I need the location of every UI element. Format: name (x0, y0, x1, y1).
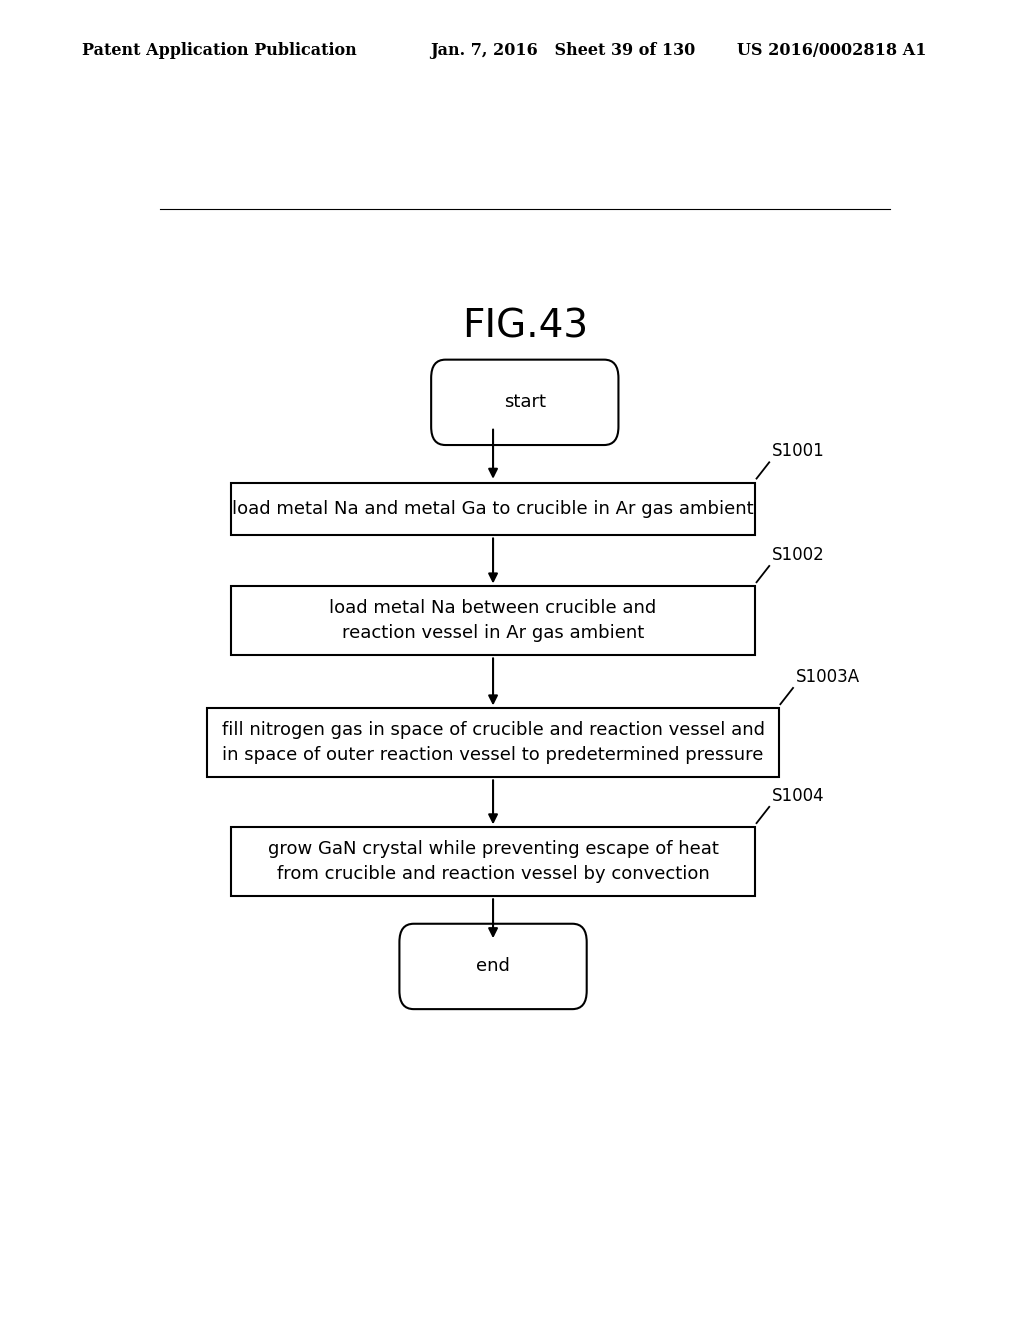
Text: Jan. 7, 2016   Sheet 39 of 130: Jan. 7, 2016 Sheet 39 of 130 (430, 42, 695, 58)
Bar (231, 483, 755, 536)
Text: S1003A: S1003A (796, 668, 859, 686)
Bar (231, 586, 755, 656)
Bar (231, 828, 755, 896)
Text: load metal Na and metal Ga to crucible in Ar gas ambient: load metal Na and metal Ga to crucible i… (232, 500, 754, 517)
Text: US 2016/0002818 A1: US 2016/0002818 A1 (737, 42, 927, 58)
Text: start: start (504, 393, 546, 412)
Text: grow GaN crystal while preventing escape of heat
from crucible and reaction vess: grow GaN crystal while preventing escape… (267, 841, 719, 883)
FancyBboxPatch shape (399, 924, 587, 1008)
Text: Patent Application Publication: Patent Application Publication (82, 42, 356, 58)
Text: S1004: S1004 (772, 787, 824, 805)
Text: FIG.43: FIG.43 (462, 308, 588, 345)
Text: S1002: S1002 (772, 546, 824, 564)
Text: load metal Na between crucible and
reaction vessel in Ar gas ambient: load metal Na between crucible and react… (330, 599, 656, 643)
Text: fill nitrogen gas in space of crucible and reaction vessel and
in space of outer: fill nitrogen gas in space of crucible a… (221, 721, 765, 764)
Bar (207, 709, 778, 777)
FancyBboxPatch shape (431, 359, 618, 445)
Text: S1001: S1001 (772, 442, 824, 461)
Text: end: end (476, 957, 510, 975)
